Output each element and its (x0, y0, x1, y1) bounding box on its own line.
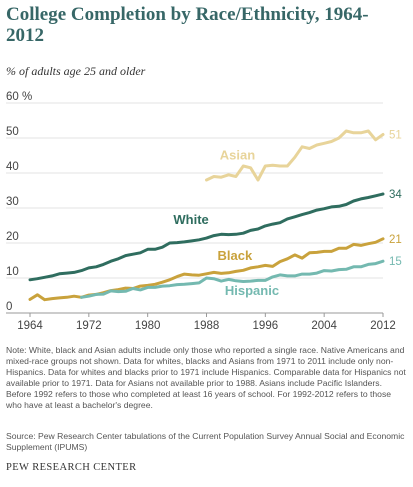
end-value-label-black: 21 (389, 234, 402, 246)
y-tick-label: 10 (6, 266, 19, 278)
chart-title: College Completion by Race/Ethnicity, 19… (6, 4, 369, 46)
end-value-label-asian: 51 (389, 130, 402, 142)
x-tick-label: 2004 (311, 320, 337, 332)
y-axis-ticks: 0 10 20 30 40 50 60 % (6, 91, 32, 313)
y-tick-label: 0 (6, 301, 12, 313)
chart-source: Source: Pew Research Center tabulations … (6, 431, 405, 452)
organization-name: PEW RESEARCH CENTER (6, 462, 137, 473)
series-labels: White 34 Black 21 Hispanic 15 Asian 51 (173, 130, 402, 298)
series-line-asian (205, 129, 385, 182)
line-chart: 0 10 20 30 40 50 60 % 1964 1972 1980 1988 1996 2004… (6, 91, 402, 332)
chart-notes: Note: White, black and Asian adults incl… (6, 345, 406, 410)
y-tick-label: 30 (6, 196, 19, 208)
series-label-white: White (173, 212, 208, 227)
x-tick-label: 1964 (17, 320, 43, 332)
y-tick-label: 40 (6, 161, 19, 173)
x-tick-label: 1996 (253, 320, 279, 332)
series-label-asian: Asian (220, 148, 255, 163)
x-axis-ticks: 1964 1972 1980 1988 1996 2004 2012 (17, 313, 396, 332)
y-tick-label: 20 (6, 231, 19, 243)
series-line-white (28, 192, 385, 282)
x-tick-label: 1988 (194, 320, 220, 332)
series-label-black: Black (218, 248, 253, 263)
chart-subtitle: % of adults age 25 and older (6, 64, 146, 78)
series-lines (28, 129, 385, 302)
series-label-hispanic: Hispanic (225, 283, 279, 298)
x-tick-label: 2012 (370, 320, 396, 332)
end-value-label-hispanic: 15 (389, 256, 402, 268)
y-tick-label: 50 (6, 126, 19, 138)
x-tick-label: 1972 (76, 320, 102, 332)
end-value-label-white: 34 (389, 189, 402, 201)
y-tick-label: 60 % (6, 91, 32, 103)
x-tick-label: 1980 (135, 320, 161, 332)
series-line-hispanic (80, 259, 385, 299)
